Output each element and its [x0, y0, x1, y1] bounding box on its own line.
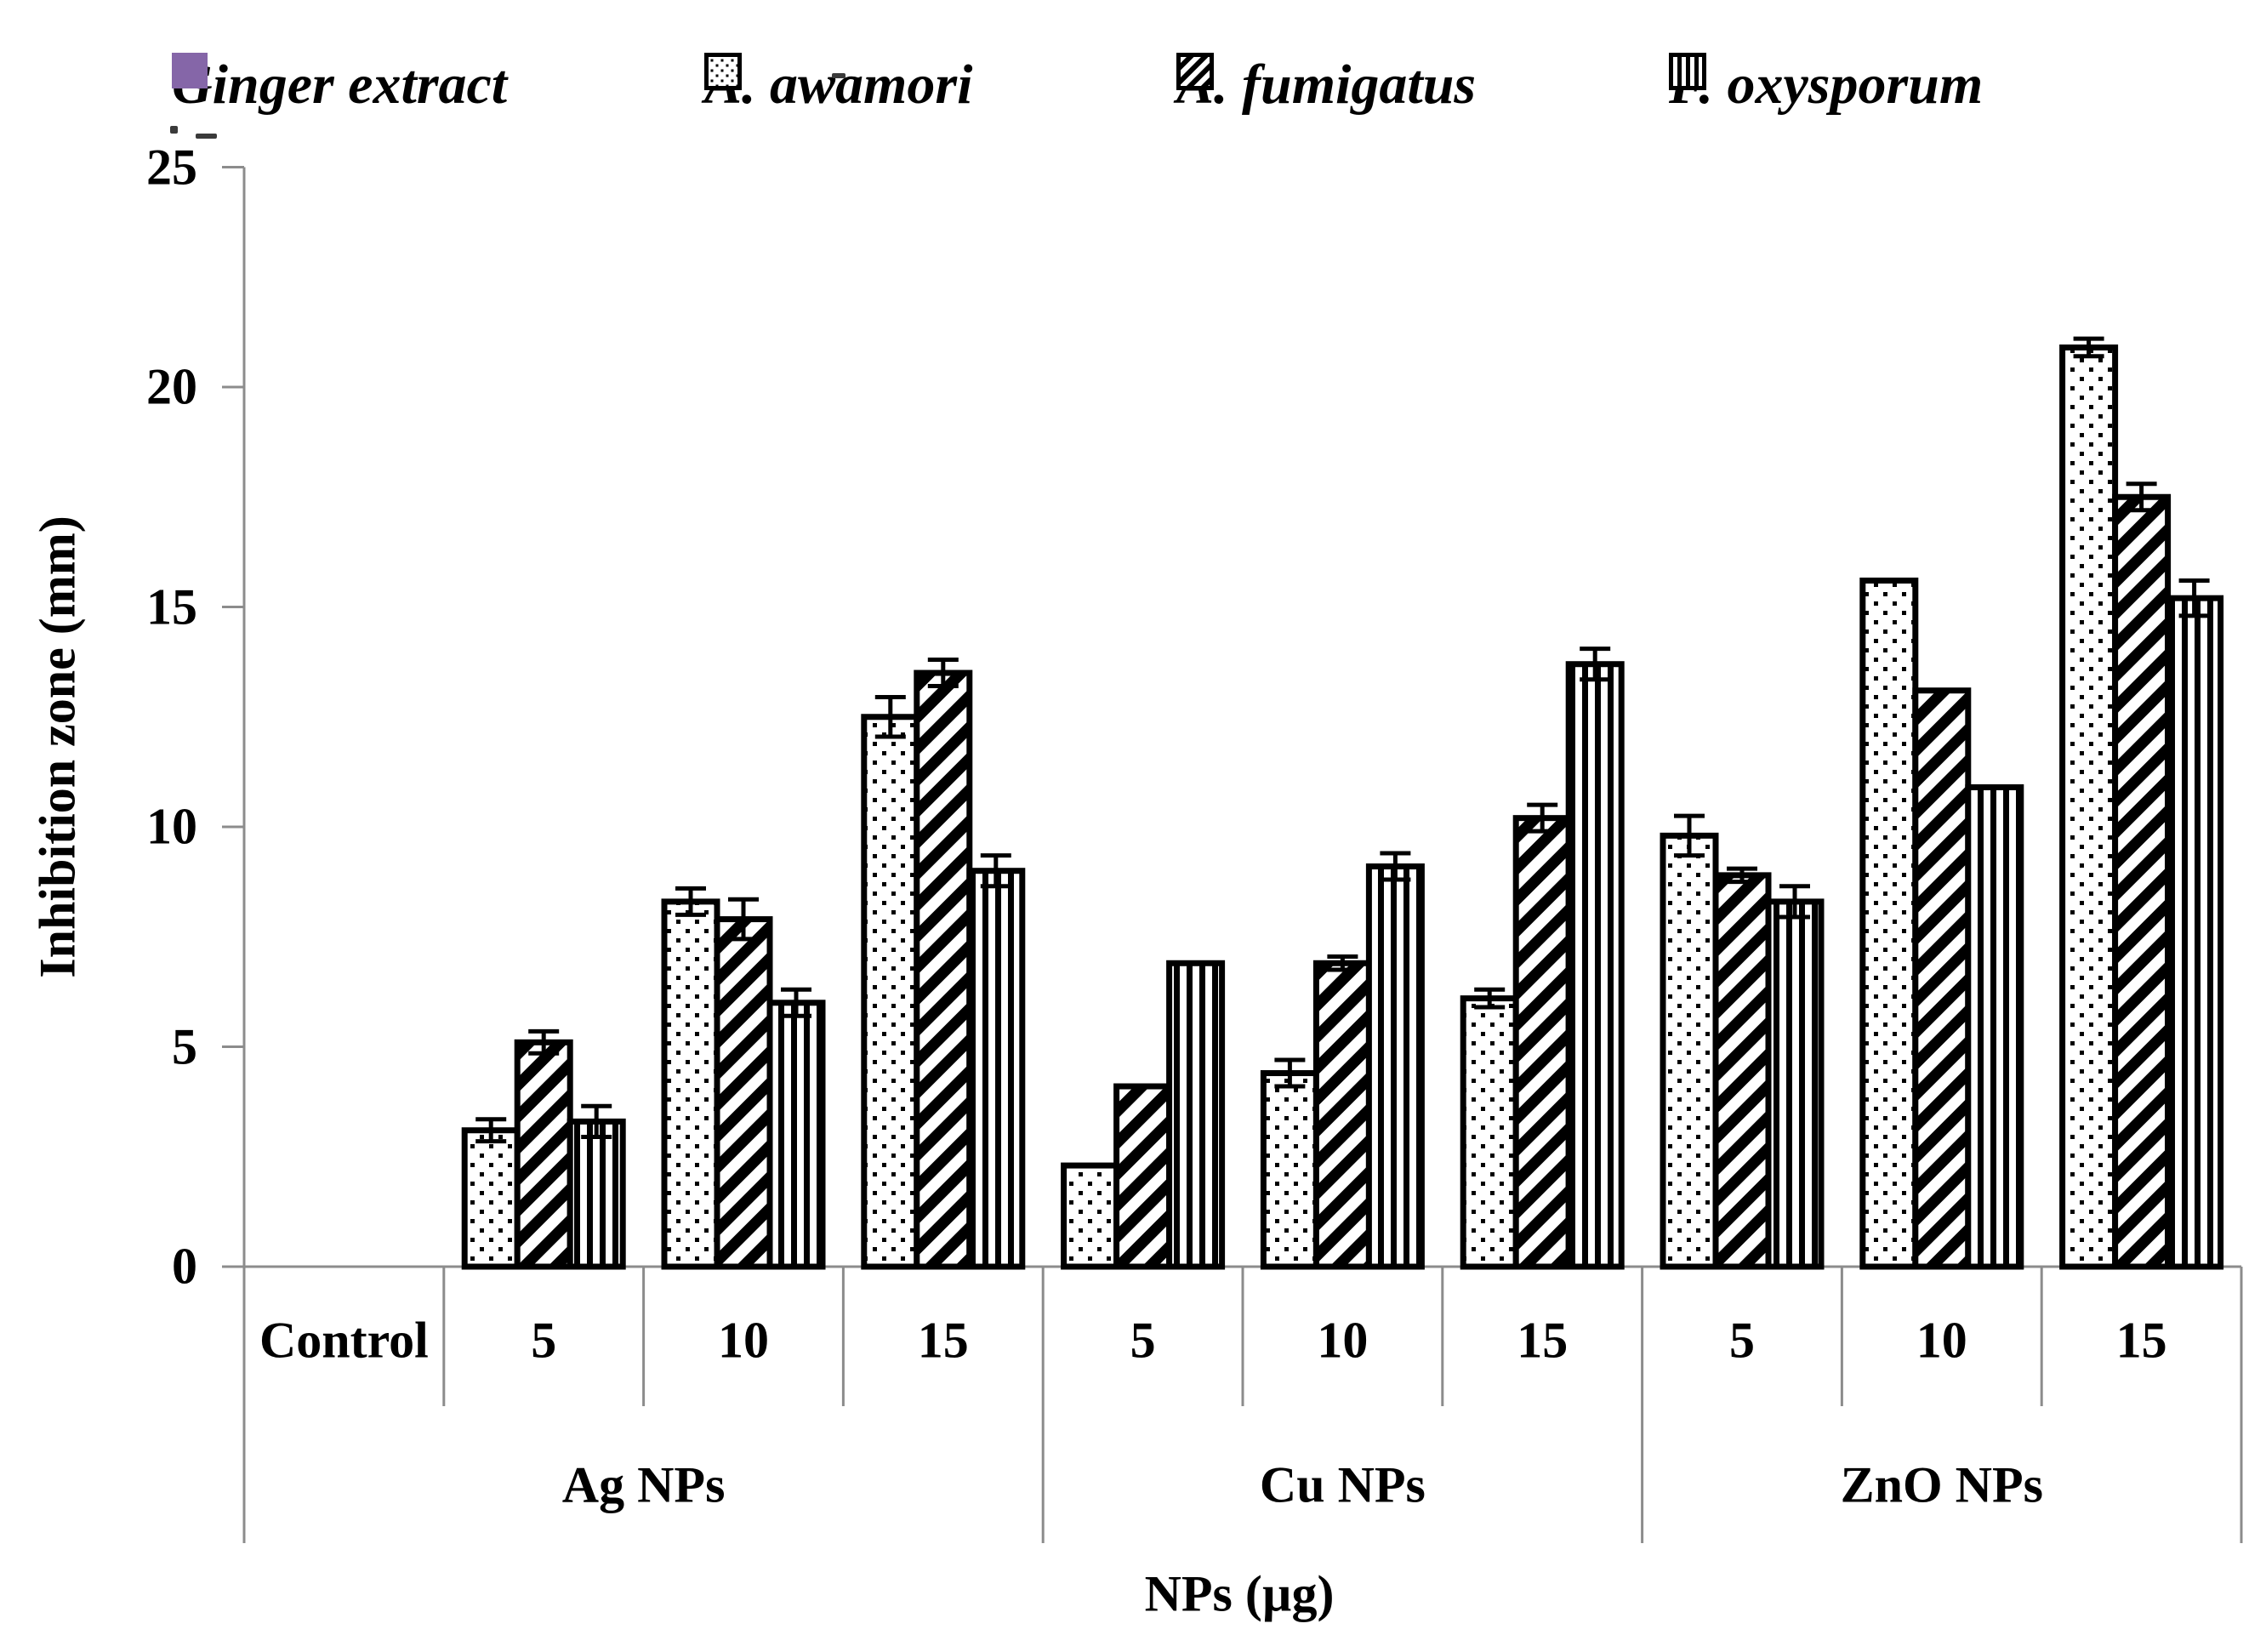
- bar-f-oxysporum: [966, 868, 1026, 1270]
- artifact-mark: [196, 134, 217, 139]
- bar-f-oxysporum: [1965, 783, 2024, 1270]
- bar-a-fumigatus: [914, 669, 973, 1270]
- category-label: 15: [917, 1312, 969, 1369]
- category-label: 10: [1916, 1312, 1967, 1369]
- category-label: 15: [2115, 1312, 2167, 1369]
- category-label: 5: [1130, 1312, 1156, 1369]
- bar-f-oxysporum: [1365, 863, 1425, 1270]
- bar-a-fumigatus: [1912, 687, 1972, 1270]
- group-label: Ag NPs: [561, 1456, 726, 1513]
- legend-label-f-oxysporum: F. oxysporum: [1669, 54, 1984, 116]
- bar-a-fumigatus: [714, 916, 773, 1270]
- artifact-mark: [170, 126, 178, 134]
- bar-f-oxysporum: [566, 1118, 626, 1270]
- bar-a-awamori: [661, 898, 720, 1270]
- bar-f-oxysporum: [766, 1000, 826, 1270]
- bar-a-fumigatus: [2112, 493, 2172, 1270]
- bar-a-awamori: [1260, 1070, 1319, 1270]
- bar-a-fumigatus: [1512, 815, 1572, 1270]
- bar-a-awamori: [1061, 1162, 1120, 1270]
- category-label: 10: [1317, 1312, 1369, 1369]
- y-axis-title: Inhibition zone (mm): [29, 516, 86, 978]
- legend-label-a-fumigatus: A. fumigatus: [1176, 54, 1477, 116]
- bar-f-oxysporum: [2165, 595, 2224, 1270]
- y-tick-label: 25: [146, 139, 197, 195]
- legend-item-f-oxysporum: F. oxysporum: [1669, 53, 1983, 117]
- y-tick-label: 10: [146, 798, 197, 855]
- bar-a-awamori: [461, 1127, 521, 1270]
- bar-f-oxysporum: [1166, 960, 1226, 1270]
- legend: Ginger extract A. awamori A. fumigatus F…: [0, 0, 2266, 136]
- y-tick-label: 5: [172, 1018, 197, 1074]
- legend-label-a-awamori: A. awamori: [704, 54, 973, 116]
- bar-a-awamori: [2059, 344, 2119, 1270]
- bar-a-fumigatus: [1113, 1083, 1173, 1270]
- group-label: Cu NPs: [1259, 1456, 1426, 1513]
- bar-f-oxysporum: [1565, 661, 1625, 1270]
- legend-swatch-diagonal-icon: [1176, 53, 1214, 90]
- category-label: 5: [531, 1312, 557, 1369]
- category-label: 15: [1517, 1312, 1569, 1369]
- y-tick-label: 0: [172, 1238, 197, 1295]
- legend-label-ginger-extract: Ginger extract: [172, 54, 508, 116]
- category-label: 10: [718, 1312, 769, 1369]
- group-label: ZnO NPs: [1840, 1456, 2043, 1513]
- bar-a-fumigatus: [1712, 872, 1772, 1270]
- legend-item-a-fumigatus: A. fumigatus: [1176, 53, 1476, 117]
- bar-a-fumigatus: [1312, 960, 1372, 1270]
- category-label: 5: [1729, 1312, 1755, 1369]
- y-tick-label: 20: [146, 358, 197, 415]
- legend-swatch-solid-icon: [172, 53, 208, 88]
- legend-item-a-awamori: A. awamori: [704, 53, 972, 117]
- bar-a-awamori: [1660, 832, 1719, 1270]
- x-axis-title: NPs (µg): [1144, 1565, 1335, 1622]
- bar-a-awamori: [1460, 995, 1519, 1270]
- legend-item-ginger-extract: Ginger extract: [172, 53, 507, 117]
- bar-f-oxysporum: [1765, 898, 1825, 1270]
- bar-a-fumigatus: [514, 1039, 573, 1270]
- legend-swatch-dots-icon: [704, 53, 742, 90]
- bar-a-awamori: [861, 714, 920, 1270]
- legend-swatch-vertical-icon: [1669, 53, 1706, 90]
- category-label: Control: [259, 1312, 429, 1369]
- y-tick-label: 15: [146, 578, 197, 635]
- bar-a-awamori: [1859, 577, 1919, 1270]
- artifact-mark: [832, 73, 845, 78]
